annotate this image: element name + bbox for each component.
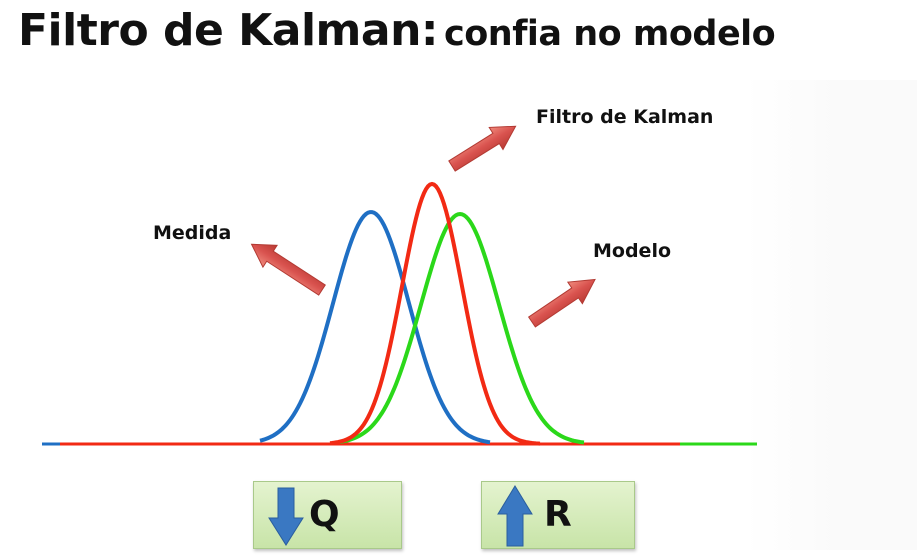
q-letter: Q [309, 494, 340, 535]
r-box: R [481, 481, 635, 549]
down-arrow-icon [268, 487, 304, 546]
up-arrow-icon [497, 485, 533, 547]
arrow-to-medida-icon [250, 243, 326, 296]
kalman-curve [329, 181, 541, 446]
label-modelo: Modelo [593, 240, 672, 262]
arrow-to-kalman-icon [448, 125, 517, 172]
modelo-curve [339, 211, 585, 445]
background-glare [745, 80, 917, 550]
q-box: Q [253, 481, 402, 549]
title-main: Filtro de Kalman: [18, 5, 438, 56]
label-filtro-de-kalman: Filtro de Kalman [536, 106, 714, 128]
slide-title: Filtro de Kalman: confia no modelo [18, 0, 913, 62]
medida-curve [259, 210, 491, 445]
title-sub: confia no modelo [443, 14, 776, 54]
r-letter: R [544, 494, 572, 535]
arrow-to-modelo-icon [527, 278, 596, 328]
label-medida: Medida [153, 222, 232, 244]
